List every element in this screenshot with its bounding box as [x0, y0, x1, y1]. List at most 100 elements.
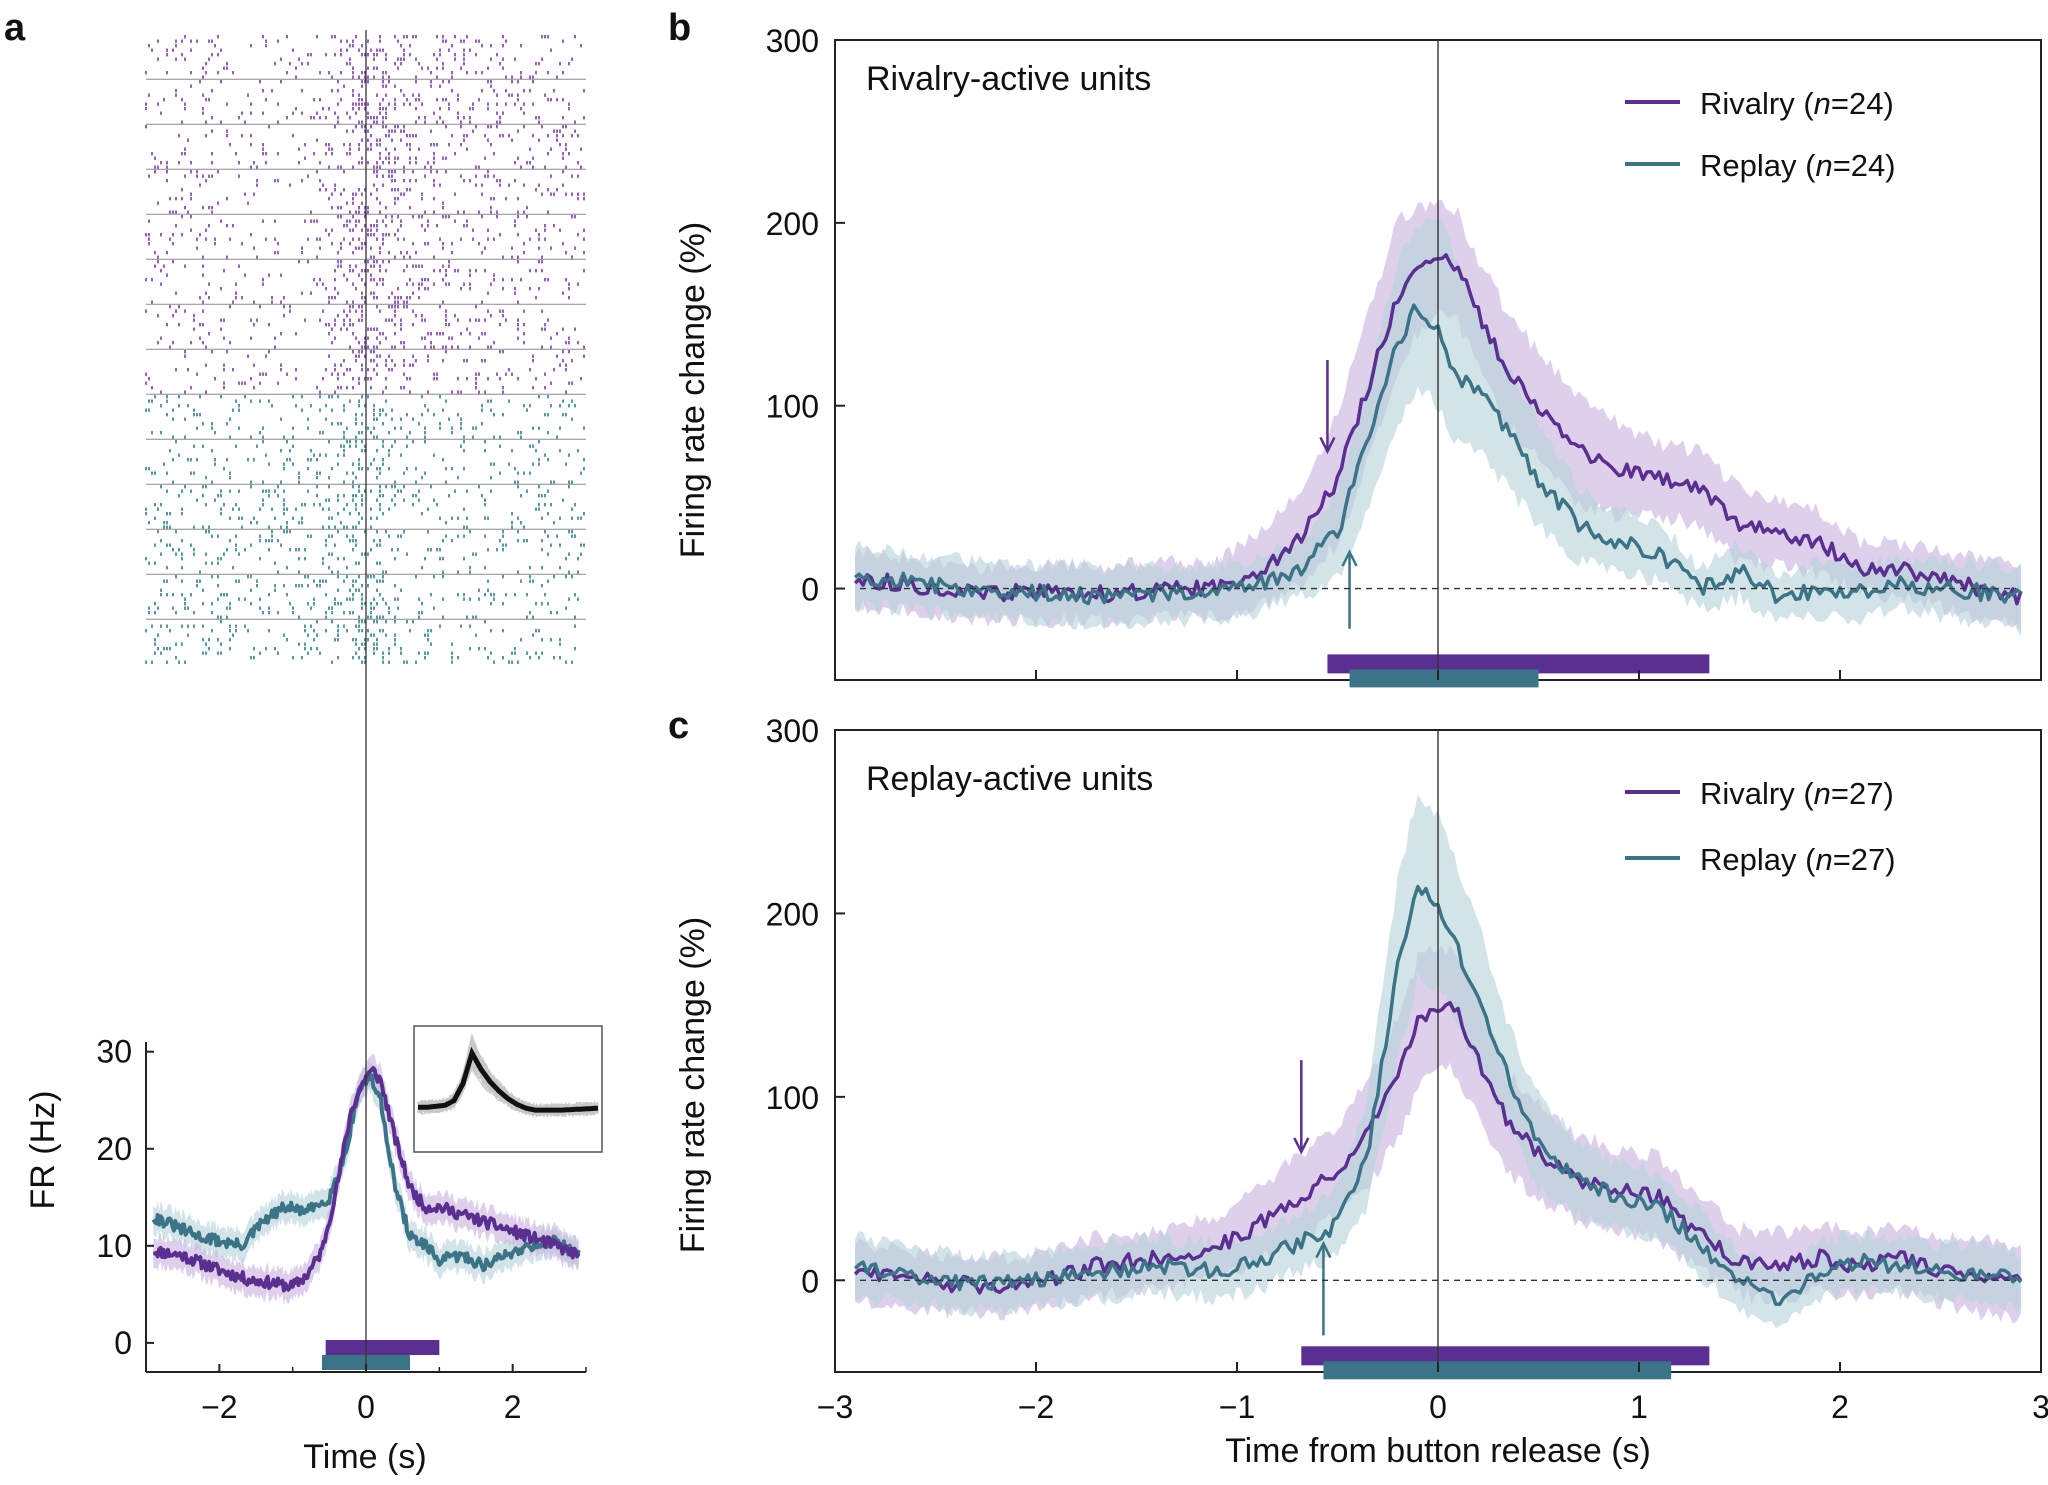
- inset-frame: [413, 1025, 603, 1153]
- panel-c-xlabel: Time from button release (s): [1225, 1432, 1651, 1470]
- y-tick-label: 0: [114, 1325, 132, 1361]
- rivalry-trial-spikes: [145, 278, 567, 282]
- rivalry-trial-spikes: [148, 219, 516, 223]
- rivalry-trial-spikes: [160, 161, 579, 165]
- rivalry-trial-spikes: [202, 66, 504, 70]
- rivalry-trial-spikes: [169, 305, 477, 309]
- replay-trial-spikes: [202, 422, 483, 426]
- replay-trial-spikes: [211, 534, 576, 538]
- replay-trial-spikes: [145, 467, 585, 471]
- replay-trial-spikes: [175, 440, 540, 444]
- replay-trial-spikes: [154, 602, 549, 606]
- rivalry-trial-spikes: [148, 174, 579, 178]
- panel-c-ylabel: Firing rate change (%): [674, 917, 712, 1253]
- rivalry-trial-spikes: [343, 359, 573, 363]
- panel-c-axes: 0 100 200 300 −3 −2 −1 0 1 2 3: [766, 713, 2048, 1425]
- rivalry-trial-spikes: [145, 381, 573, 385]
- rivalry-duration-bar: [1301, 1346, 1710, 1366]
- replay-trial-spikes: [160, 539, 543, 543]
- replay-trial-spikes: [178, 494, 546, 498]
- replay-trial-spikes: [196, 584, 543, 588]
- panel-b-ylabel: Firing rate change (%): [674, 222, 712, 558]
- rivalry-trial-spikes: [154, 170, 564, 174]
- replay-trial-spikes: [199, 570, 579, 574]
- rivalry-trial-spikes: [163, 98, 564, 102]
- replay-trial-spikes: [154, 503, 576, 507]
- replay-trial-spikes: [163, 525, 525, 529]
- rivalry-trial-spikes: [157, 341, 579, 345]
- replay-trial-spikes: [148, 611, 558, 615]
- rivalry-trial-spikes: [184, 35, 576, 39]
- panel-letter-b: b: [668, 7, 691, 49]
- x-tick-label: −3: [817, 1389, 853, 1425]
- replay-trial-spikes: [160, 404, 576, 408]
- y-tick-label: 0: [801, 572, 819, 608]
- panel-c-title: Replay-active units: [866, 760, 1153, 798]
- rivalry-trial-spikes: [151, 152, 570, 156]
- rivalry-trial-spikes: [175, 368, 567, 372]
- rivalry-trial-spikes: [148, 242, 564, 246]
- rivalry-trial-spikes: [145, 372, 546, 376]
- rivalry-trial-spikes: [196, 246, 576, 250]
- panel-a-duration-bars: [322, 1340, 440, 1370]
- replay-trial-spikes: [166, 489, 549, 493]
- y-tick-label: 200: [766, 206, 819, 242]
- rivalry-onset-arrow-head: [1293, 1137, 1310, 1155]
- rivalry-trial-spikes: [211, 116, 585, 120]
- replay-trial-spikes: [154, 642, 561, 646]
- replay-onset-arrow-head: [1315, 1240, 1332, 1259]
- y-tick-label: 100: [766, 1080, 819, 1116]
- panel-letter-a: a: [4, 7, 26, 49]
- replay-trial-spikes: [154, 395, 549, 399]
- replay-trial-spikes: [172, 480, 573, 484]
- rivalry-trial-spikes: [154, 264, 450, 268]
- x-tick-label: 0: [357, 1389, 375, 1425]
- replay-trial-spikes: [160, 485, 570, 489]
- replay-trial-spikes: [157, 647, 576, 651]
- panel-b-axes: 0 100 200 300: [766, 23, 2042, 680]
- replay-trial-spikes: [205, 476, 492, 480]
- replay-trial-spikes: [145, 408, 528, 412]
- y-tick-label: 20: [96, 1131, 132, 1167]
- replay-duration-bar: [1349, 669, 1539, 688]
- rivalry-trial-spikes: [148, 237, 585, 241]
- legend-label-replay: Replay (n=24): [1700, 148, 1896, 183]
- replay-trial-spikes: [151, 624, 576, 628]
- replay-trial-spikes: [157, 530, 573, 534]
- panel-b-duration-bars: [1327, 654, 1710, 688]
- rivalry-trial-spikes: [160, 111, 525, 115]
- y-tick-label: 300: [766, 713, 819, 749]
- y-tick-label: 0: [801, 1263, 819, 1299]
- replay-trial-spikes: [196, 498, 564, 502]
- rivalry-trial-spikes: [202, 75, 558, 79]
- rivalry-duration-bar: [1327, 654, 1710, 674]
- replay-trial-spikes: [196, 426, 585, 430]
- rivalry-trial-spikes: [184, 350, 570, 354]
- replay-trial-spikes: [157, 633, 534, 637]
- legend-text: Replay (: [1700, 148, 1816, 183]
- rivalry-trial-spikes: [211, 129, 576, 133]
- replay-trial-spikes: [172, 435, 558, 439]
- replay-trial-spikes: [148, 561, 381, 565]
- x-tick-label: 2: [504, 1389, 522, 1425]
- inset-mean-waveform: [418, 1046, 599, 1113]
- spike-raster: [145, 35, 586, 664]
- rivalry-trial-spikes: [145, 71, 564, 75]
- rivalry-trial-spikes: [184, 354, 585, 358]
- panel-b-legend: Rivalry (n=24) Replay (n=24): [1625, 86, 1896, 183]
- rivalry-trial-spikes: [193, 318, 549, 322]
- rivalry-trial-spikes: [157, 314, 504, 318]
- replay-trial-spikes: [172, 458, 585, 462]
- y-tick-label: 10: [96, 1228, 132, 1264]
- legend-text: =27): [1833, 842, 1896, 877]
- rivalry-trial-spikes: [145, 102, 570, 106]
- rivalry-trial-spikes: [190, 228, 585, 232]
- rivalry-trial-spikes: [157, 57, 573, 61]
- rivalry-trial-spikes: [169, 345, 585, 349]
- rivalry-trial-spikes: [181, 188, 558, 192]
- legend-text: Rivalry (: [1700, 86, 1814, 121]
- y-tick-label: 100: [766, 389, 819, 425]
- replay-trial-spikes: [175, 656, 561, 660]
- legend-label-rivalry: Rivalry (n=24): [1700, 86, 1894, 121]
